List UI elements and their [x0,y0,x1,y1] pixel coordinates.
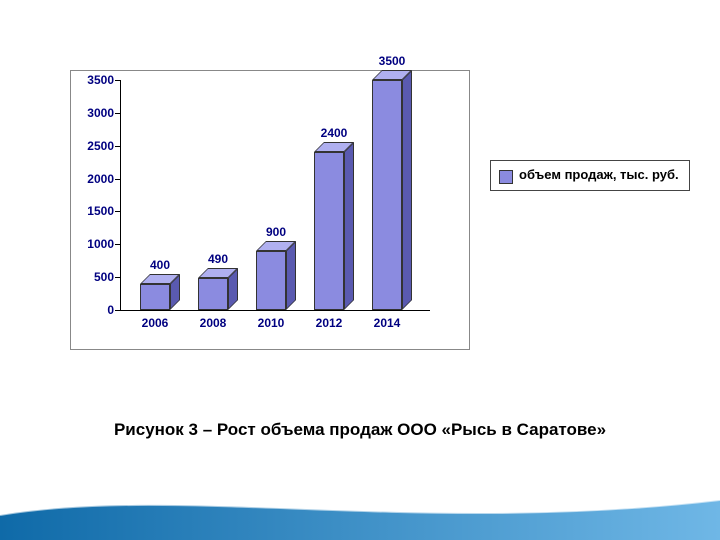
ytick-label: 3000 [87,106,114,120]
legend: объем продаж, тыс. руб. [490,160,690,191]
bar [314,152,344,310]
ytick-mark [115,179,120,180]
ytick-label: 1500 [87,204,114,218]
bar-value-label: 900 [266,225,286,239]
ytick-label: 0 [107,303,114,317]
chart-container: 400 490 900 2400 3500 0 500 1000 1500 2000 2500 30… [70,70,470,350]
ytick-mark [115,244,120,245]
xtick-label: 2006 [142,316,169,330]
decorative-swoosh [0,480,720,540]
xtick-label: 2010 [258,316,285,330]
bar-front [314,152,344,310]
bar-front [256,251,286,310]
ytick-mark [115,80,120,81]
ytick-label: 2500 [87,139,114,153]
legend-swatch [499,170,513,184]
bar-side [402,70,412,310]
bar-side [286,241,296,310]
bar-value-label: 400 [150,258,170,272]
ytick-mark [115,146,120,147]
bar-front [140,284,170,310]
ytick-label: 2000 [87,172,114,186]
slide: 400 490 900 2400 3500 0 500 1000 1500 2000 2500 30… [0,0,720,540]
legend-label: объем продаж, тыс. руб. [519,167,679,183]
ytick-mark [115,310,120,311]
bar-side [344,142,354,310]
ytick-label: 3500 [87,73,114,87]
ytick-label: 500 [94,270,114,284]
figure-caption: Рисунок 3 – Рост объема продаж ООО «Рысь… [0,420,720,440]
bar-front [372,80,402,310]
bar [140,284,170,310]
x-axis [120,310,430,311]
xtick-label: 2014 [374,316,401,330]
bar-value-label: 2400 [321,126,348,140]
bar-value-label: 3500 [379,54,406,68]
ytick-mark [115,113,120,114]
bar-front [198,278,228,310]
ytick-mark [115,211,120,212]
bar-value-label: 490 [208,252,228,266]
bar [372,80,402,310]
bars-layer: 40049090024003500 [120,80,430,310]
xtick-label: 2008 [200,316,227,330]
ytick-label: 1000 [87,237,114,251]
bar [256,251,286,310]
legend-row: объем продаж, тыс. руб. [499,167,679,184]
xtick-label: 2012 [316,316,343,330]
ytick-mark [115,277,120,278]
plot-area: 40049090024003500 [120,80,430,310]
bar [198,278,228,310]
